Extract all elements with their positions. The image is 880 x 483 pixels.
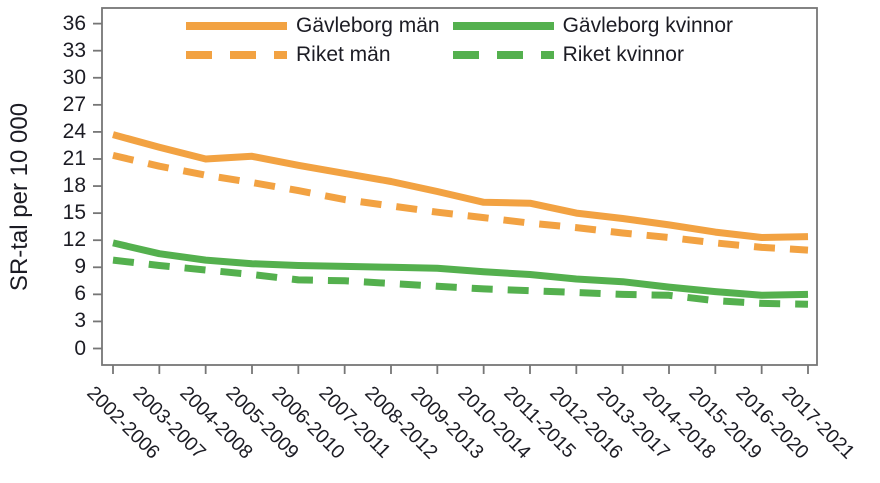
chart-legend: Gävleborg män Riket män Gävleborg kvinno… [186, 11, 733, 69]
legend-item-gavleborg-kvinnor: Gävleborg kvinnor [452, 11, 733, 40]
series-line-g-vleborg-m-n [112, 131, 809, 241]
legend-item-riket-kvinnor: Riket kvinnor [452, 40, 733, 69]
legend-item-riket-man: Riket män [186, 40, 440, 69]
y-tick-label: 30 [62, 65, 86, 89]
series-line-riket-m-n [112, 151, 809, 254]
legend-item-gavleborg-man: Gävleborg män [186, 11, 440, 40]
legend-column-women: Gävleborg kvinnor Riket kvinnor [452, 11, 733, 69]
legend-column-men: Gävleborg män Riket män [186, 11, 440, 69]
legend-swatch-solid-orange-icon [186, 21, 287, 30]
legend-swatch-solid-green-icon [452, 21, 554, 30]
legend-swatch-dashed-green-icon [452, 50, 554, 59]
legend-label-gavleborg-kvinnor: Gävleborg kvinnor [562, 13, 733, 37]
y-tick-label: 27 [62, 92, 86, 116]
y-tick-label: 15 [62, 201, 86, 225]
y-tick-label: 18 [62, 174, 86, 198]
legend-label-riket-man: Riket män [296, 42, 391, 66]
y-tick-label: 21 [62, 146, 86, 170]
legend-swatch-dashed-orange-icon [186, 50, 287, 59]
y-tick-label: 33 [62, 38, 86, 62]
y-tick-label: 36 [62, 11, 86, 35]
y-tick-label: 24 [62, 119, 86, 143]
series-line-g-vleborg-kvinnor [112, 239, 809, 299]
y-tick-label: 12 [62, 228, 86, 252]
y-tick-label: 6 [74, 282, 86, 306]
series-line-riket-kvinnor [112, 256, 809, 308]
legend-label-gavleborg-man: Gävleborg män [296, 13, 440, 37]
legend-label-riket-kvinnor: Riket kvinnor [562, 42, 684, 66]
y-tick-label: 9 [74, 255, 86, 279]
y-tick-label: 0 [74, 336, 86, 360]
y-tick-label: 3 [74, 309, 86, 333]
